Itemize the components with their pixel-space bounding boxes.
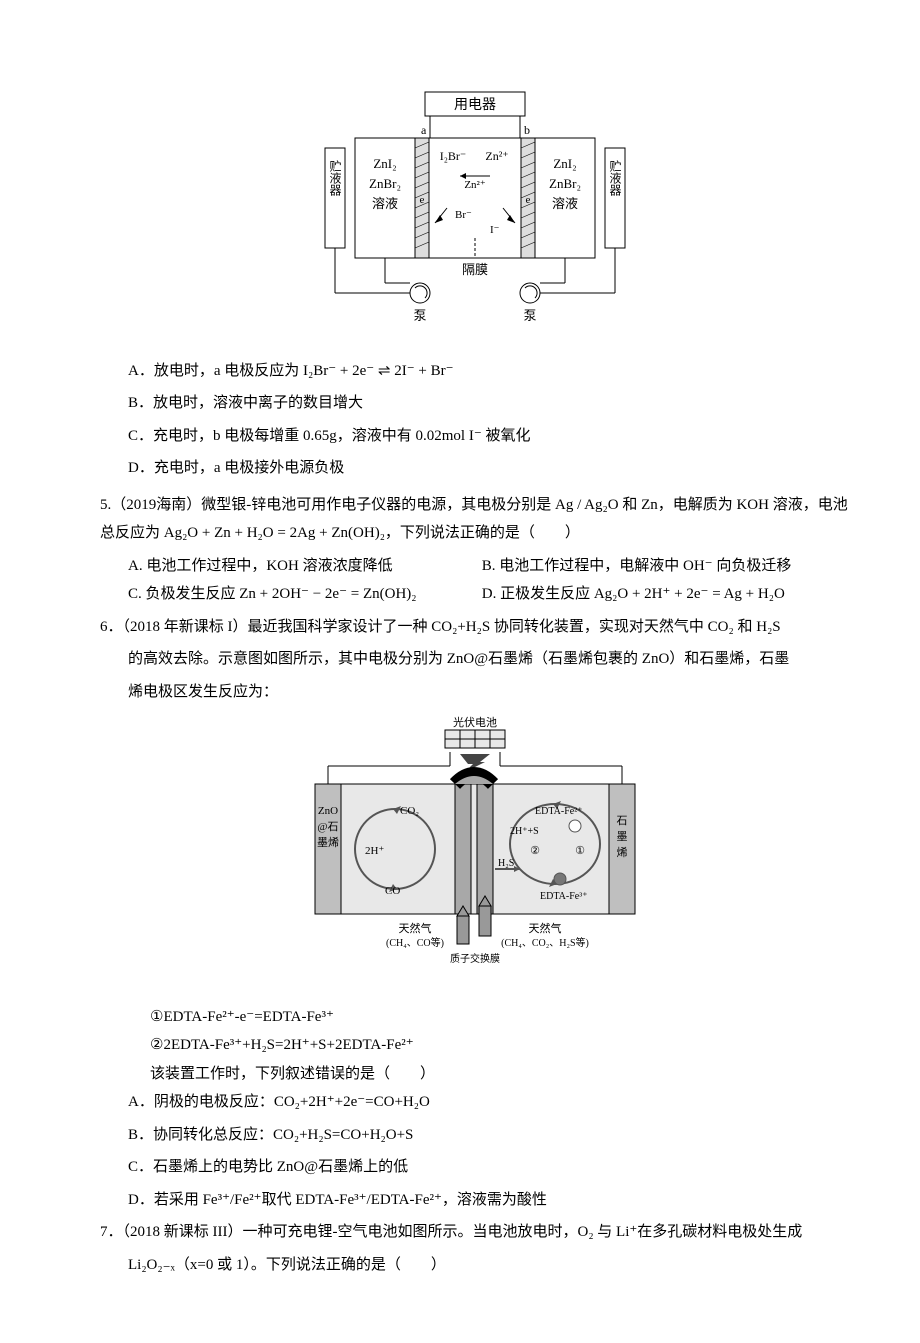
q5-option-a: A. 电池工作过程中，KOH 溶液浓度降低 xyxy=(128,552,478,581)
svg-text:H₂S: H₂S xyxy=(498,858,514,869)
svg-text:隔膜: 隔膜 xyxy=(462,262,488,277)
svg-text:(CH₄、CO₂、H₂S等): (CH₄、CO₂、H₂S等) xyxy=(501,936,589,949)
q4-option-b: B．放电时，溶液中离子的数目增大 xyxy=(128,389,850,418)
q6-option-b: B．协同转化总反应：CO₂+H₂S=CO+H₂O+S xyxy=(128,1121,850,1150)
svg-text:ZnI₂: ZnI₂ xyxy=(553,156,576,171)
q6-stem-2: 的高效去除。示意图如图所示，其中电极分别为 ZnO@石墨烯（石墨烯包裹的 ZnO… xyxy=(128,645,850,674)
svg-text:①: ① xyxy=(575,845,585,857)
svg-text:I⁻: I⁻ xyxy=(490,224,500,236)
q6-eq3: 该装置工作时，下列叙述错误的是（ ） xyxy=(150,1060,850,1089)
svg-text:I₂Br⁻: I₂Br⁻ xyxy=(440,149,467,163)
co2-h2s-diagram: 光伏电池 ZnO @石 墨烯 石 墨 烯 CO₂ 2H⁺ CO EDTA-Fe²… xyxy=(285,714,665,974)
svg-text:Zn²⁺: Zn²⁺ xyxy=(464,179,486,191)
q6-figure: 光伏电池 ZnO @石 墨烯 石 墨 烯 CO₂ 2H⁺ CO EDTA-Fe²… xyxy=(100,714,850,985)
q7-stem-2: Li₂O₂₋ₓ（x=0 或 1）。下列说法正确的是（ ） xyxy=(128,1251,850,1280)
svg-text:ZnI₂: ZnI₂ xyxy=(373,156,396,171)
q5-option-c: C. 负极发生反应 Zn + 2OH⁻ − 2e⁻ = Zn(OH)₂ xyxy=(128,580,478,609)
battery-diagram: 用电器 a b 贮液器 ZnI₂ ZnBr₂ 溶液 e I₂Br⁻ Zn²⁺ Z… xyxy=(295,88,655,328)
q4-option-d: D．充电时，a 电极接外电源负极 xyxy=(128,454,850,483)
q6-stem-1: 6．（2018 年新课标 I）最近我国科学家设计了一种 CO₂+H₂S 协同转化… xyxy=(100,613,850,642)
svg-text:EDTA-Fe³⁺: EDTA-Fe³⁺ xyxy=(540,891,587,902)
q6-option-c: C．石墨烯上的电势比 ZnO@石墨烯上的低 xyxy=(128,1153,850,1182)
svg-text:墨烯: 墨烯 xyxy=(317,836,339,849)
q4-option-c: C．充电时，b 电极每增重 0.65g，溶液中有 0.02mol I⁻ 被氧化 xyxy=(128,422,850,451)
svg-text:a: a xyxy=(421,123,427,137)
svg-text:(CH₄、CO等): (CH₄、CO等) xyxy=(386,936,444,949)
svg-text:贮液器: 贮液器 xyxy=(328,159,342,197)
q6-stem-3: 烯电极区发生反应为： xyxy=(128,678,850,707)
svg-text:e: e xyxy=(526,194,531,206)
q7-stem-1: 7．（2018 新课标 III）一种可充电锂-空气电池如图所示。当电池放电时，O… xyxy=(100,1218,850,1247)
q5-option-b: B. 电池工作过程中，电解液中 OH⁻ 向负极迁移 xyxy=(482,552,792,581)
svg-text:b: b xyxy=(524,123,530,137)
svg-text:2H⁺: 2H⁺ xyxy=(365,845,384,857)
q5-option-d: D. 正极发生反应 Ag₂O + 2H⁺ + 2e⁻ = Ag + H₂O xyxy=(482,580,785,609)
q4-figure: 用电器 a b 贮液器 ZnI₂ ZnBr₂ 溶液 e I₂Br⁻ Zn²⁺ Z… xyxy=(100,88,850,339)
q6-eq1: ①EDTA-Fe²⁺-e⁻=EDTA-Fe³⁺ xyxy=(150,1003,850,1032)
q4-option-a: A．放电时，a 电极反应为 I₂Br⁻ + 2e⁻ ⇌ 2I⁻ + Br⁻ xyxy=(128,357,850,386)
svg-text:ZnBr₂: ZnBr₂ xyxy=(369,176,401,191)
q5-stem: 5.（2019海南）微型银-锌电池可用作电子仪器的电源，其电极分别是 Ag / … xyxy=(100,491,850,548)
svg-text:烯: 烯 xyxy=(617,846,628,859)
q6-option-d: D．若采用 Fe³⁺/Fe²⁺取代 EDTA-Fe³⁺/EDTA-Fe²⁺，溶液… xyxy=(128,1186,850,1215)
svg-text:天然气: 天然气 xyxy=(529,921,562,935)
svg-text:ZnBr₂: ZnBr₂ xyxy=(549,176,581,191)
svg-text:EDTA-Fe²⁺: EDTA-Fe²⁺ xyxy=(535,806,582,817)
svg-text:溶液: 溶液 xyxy=(372,196,398,211)
svg-text:墨: 墨 xyxy=(617,830,628,843)
svg-text:e: e xyxy=(420,194,425,206)
svg-text:@石: @石 xyxy=(317,821,338,833)
svg-text:CO₂: CO₂ xyxy=(400,805,419,817)
q6-eq2: ②2EDTA-Fe³⁺+H₂S=2H⁺+S+2EDTA-Fe²⁺ xyxy=(150,1031,850,1060)
svg-text:泵: 泵 xyxy=(413,308,426,323)
svg-text:石: 石 xyxy=(617,815,628,827)
svg-text:光伏电池: 光伏电池 xyxy=(453,715,497,729)
svg-text:ZnO: ZnO xyxy=(318,805,338,817)
svg-text:溶液: 溶液 xyxy=(552,196,578,211)
svg-text:泵: 泵 xyxy=(523,308,536,323)
svg-text:②: ② xyxy=(530,845,540,857)
q6-option-a: A．阴极的电极反应：CO₂+2H⁺+2e⁻=CO+H₂O xyxy=(128,1088,850,1117)
svg-text:Br⁻: Br⁻ xyxy=(455,209,472,221)
svg-text:质子交换膜: 质子交换膜 xyxy=(450,952,500,965)
svg-text:CO: CO xyxy=(385,885,400,897)
svg-text:Zn²⁺: Zn²⁺ xyxy=(485,149,508,163)
svg-text:2H⁺+S: 2H⁺+S xyxy=(510,826,539,837)
svg-text:贮液器: 贮液器 xyxy=(608,159,622,197)
usage-label: 用电器 xyxy=(454,97,496,113)
svg-text:天然气: 天然气 xyxy=(399,921,432,935)
